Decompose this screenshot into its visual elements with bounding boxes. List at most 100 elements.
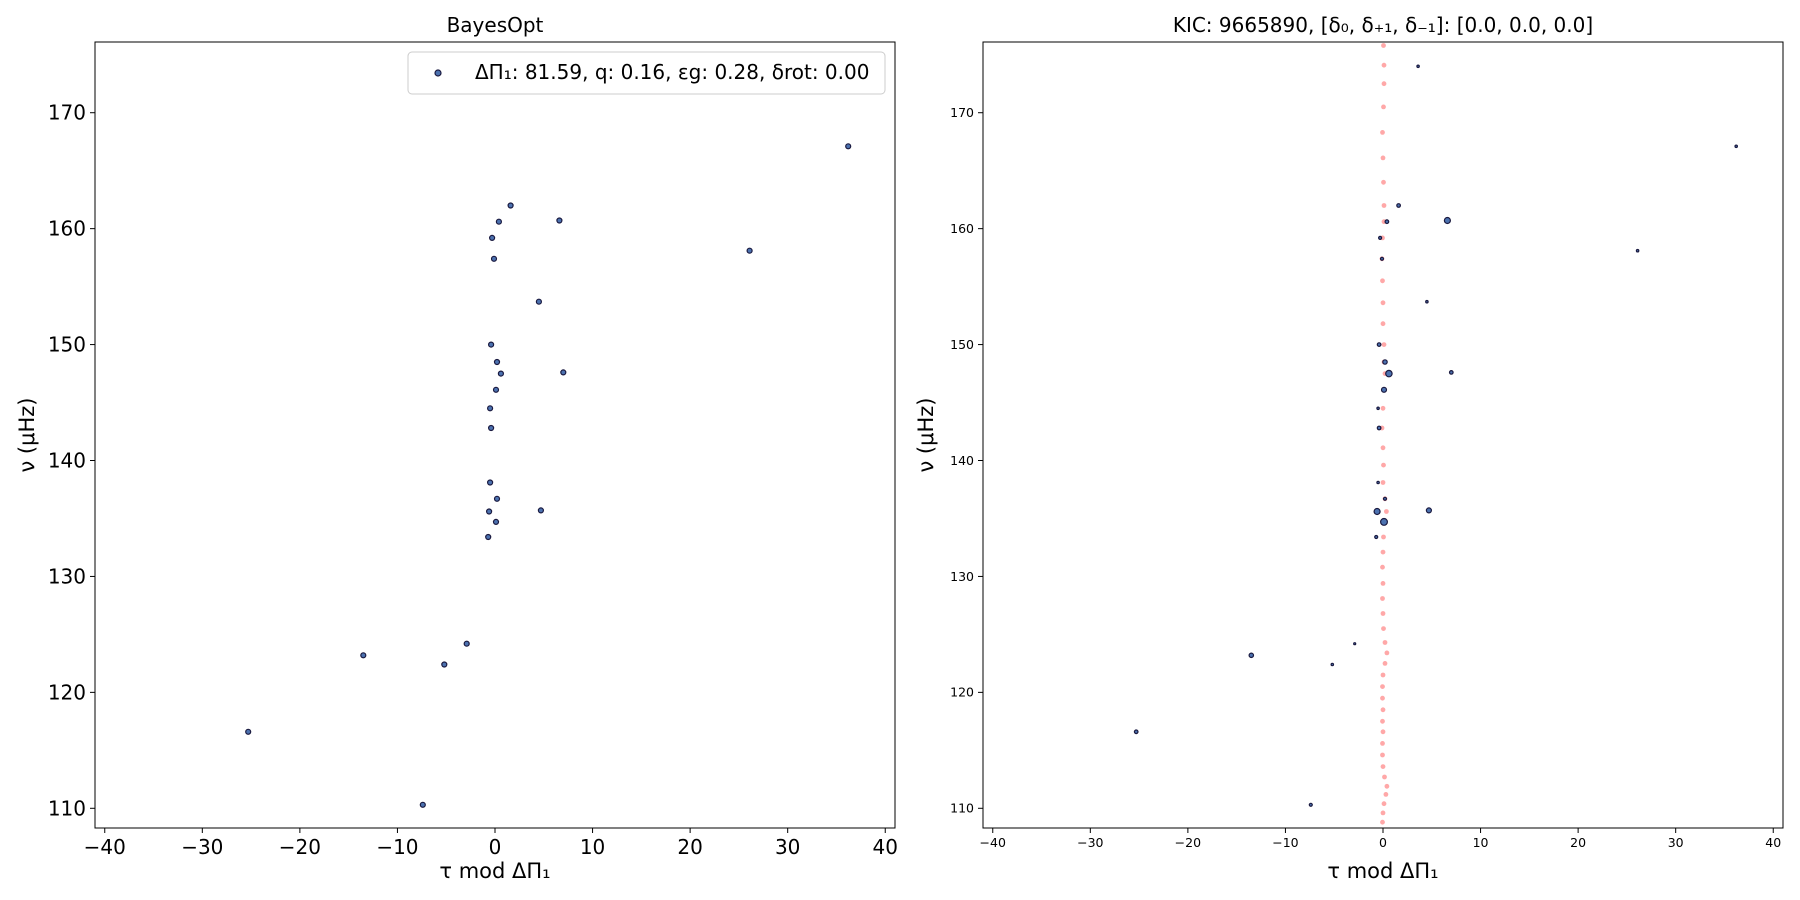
left-series-0-point-17 — [537, 507, 545, 514]
left-x-axis-label: τ mod ΔΠ₁ — [439, 859, 550, 883]
right-series-1-point-11 — [1448, 370, 1454, 375]
right-series-1-point-1 — [1734, 144, 1739, 149]
right-series-0-point-39 — [1380, 707, 1386, 713]
left-y-tick-label: 160 — [48, 217, 86, 241]
right-series-0-point-31 — [1380, 611, 1386, 616]
left-x-tick-label: 10 — [580, 835, 605, 859]
left-chart-marks — [245, 143, 852, 808]
right-series-0-point-43 — [1380, 752, 1385, 758]
right-series-0-point-6 — [1381, 179, 1386, 185]
right-series-0-point-1 — [1381, 62, 1387, 68]
right-series-1-point-16 — [1376, 480, 1380, 485]
left-series-0-point-15 — [487, 479, 494, 486]
left-y-tick-label: 110 — [48, 796, 86, 820]
legend-entry: ΔΠ₁: 81.59, q: 0.16, εg: 0.28, δrot: 0.0… — [475, 60, 869, 84]
right-series-0-point-47 — [1383, 792, 1389, 797]
right-series-1-point-18 — [1425, 507, 1433, 514]
right-x-tick-label: −10 — [1272, 835, 1298, 850]
right-series-0-point-3 — [1381, 104, 1386, 110]
right-series-0-point-0 — [1381, 43, 1386, 48]
right-series-0-point-50 — [1380, 819, 1385, 825]
right-x-tick-label: −40 — [980, 835, 1006, 850]
right-series-0-point-41 — [1380, 729, 1386, 735]
right-series-1-point-8 — [1425, 299, 1429, 304]
left-series-0-point-1 — [507, 202, 514, 209]
left-series-0-point-20 — [485, 533, 492, 541]
right-x-tick-label: 20 — [1570, 835, 1586, 850]
right-series-0-point-30 — [1380, 596, 1385, 601]
right-y-tick-label: 110 — [950, 801, 974, 816]
left-y-tick-label: 170 — [48, 101, 86, 125]
right-series-0-point-48 — [1381, 801, 1387, 807]
right-series-0-point-35 — [1382, 661, 1388, 666]
right-series-1-point-26 — [1308, 802, 1313, 807]
right-y-tick-label: 160 — [950, 221, 974, 236]
left-series-0-point-19 — [492, 518, 500, 526]
right-series-1-point-17 — [1382, 496, 1388, 501]
left-series-0-point-24 — [245, 728, 252, 735]
right-series-1-point-3 — [1443, 216, 1452, 225]
right-series-0-point-11 — [1380, 278, 1385, 284]
legend-delta-rot: δrot: 0.00 — [772, 60, 870, 84]
right-series-1-point-7 — [1379, 256, 1385, 261]
left-y-tick-label: 150 — [48, 333, 86, 357]
left-chart-legend: ΔΠ₁: 81.59, q: 0.16, εg: 0.28, δrot: 0.0… — [407, 51, 886, 95]
left-series-0-point-14 — [488, 424, 495, 432]
left-series-0-point-4 — [489, 234, 496, 241]
left-chart-title: BayesOpt — [447, 13, 544, 37]
right-x-tick-label: −30 — [1077, 835, 1103, 850]
right-series-0-point-18 — [1380, 405, 1386, 411]
right-x-tick-label: 30 — [1668, 835, 1684, 850]
right-series-1-point-23 — [1248, 652, 1255, 659]
right-series-0-point-42 — [1380, 741, 1385, 746]
left-series-0-point-13 — [487, 405, 494, 412]
right-series-0-point-32 — [1381, 626, 1386, 631]
right-series-1-point-14 — [1376, 406, 1380, 411]
right-series-1-point-25 — [1133, 729, 1139, 735]
right-y-axis-ticks: 110 120 130 140 150 160 170 — [950, 105, 983, 816]
left-x-tick-label: 0 — [489, 835, 502, 859]
right-series-1-point-24 — [1330, 662, 1335, 667]
right-series-0-point-13 — [1380, 321, 1386, 327]
left-y-tick-label: 140 — [48, 449, 86, 473]
right-series-1-point-19 — [1373, 507, 1381, 516]
left-x-tick-label: −20 — [279, 835, 321, 859]
right-x-tick-label: 10 — [1473, 835, 1489, 850]
left-y-axis-label: ν (μHz) — [15, 398, 39, 473]
left-series-0-point-2 — [556, 217, 563, 224]
right-series-0-point-4 — [1380, 130, 1385, 135]
left-series-0-point-9 — [493, 358, 501, 366]
right-series-0-point-26 — [1381, 534, 1386, 540]
legend-delta-pi: ΔΠ₁: 81.59, — [475, 60, 595, 84]
left-x-tick-label: −30 — [181, 835, 223, 859]
right-series-1-point-6 — [1635, 248, 1640, 253]
right-series-0-point-44 — [1380, 764, 1386, 769]
right-series-1-point-0 — [1416, 64, 1420, 69]
left-x-tick-label: −10 — [376, 835, 418, 859]
right-y-tick-label: 120 — [950, 685, 974, 700]
right-series-0-point-36 — [1380, 672, 1386, 678]
right-series-1-point-12 — [1385, 369, 1393, 378]
right-series-1-point-20 — [1379, 517, 1388, 526]
right-series-0-point-2 — [1381, 81, 1387, 87]
right-series-0-point-34 — [1384, 650, 1390, 656]
right-series-1-point-9 — [1376, 342, 1382, 348]
right-series-0-point-29 — [1380, 581, 1386, 586]
left-series-0-point-8 — [488, 341, 495, 348]
right-series-0-point-37 — [1380, 684, 1385, 689]
right-series-1-point-13 — [1380, 386, 1388, 393]
right-series-1-point-4 — [1384, 219, 1390, 225]
right-series-0-point-20 — [1380, 445, 1386, 451]
right-y-axis-label: ν (μHz) — [914, 398, 938, 473]
right-x-tick-label: 40 — [1765, 835, 1781, 850]
right-series-0-point-21 — [1381, 462, 1386, 468]
right-y-tick-label: 130 — [950, 569, 974, 584]
right-series-0-point-14 — [1381, 342, 1387, 347]
right-series-0-point-5 — [1380, 155, 1386, 161]
right-x-axis-label: τ mod ΔΠ₁ — [1327, 859, 1438, 883]
left-series-0-point-21 — [463, 640, 470, 647]
right-y-tick-label: 170 — [950, 105, 974, 120]
left-series-0-point-18 — [486, 508, 493, 515]
left-series-0-point-6 — [490, 255, 498, 262]
